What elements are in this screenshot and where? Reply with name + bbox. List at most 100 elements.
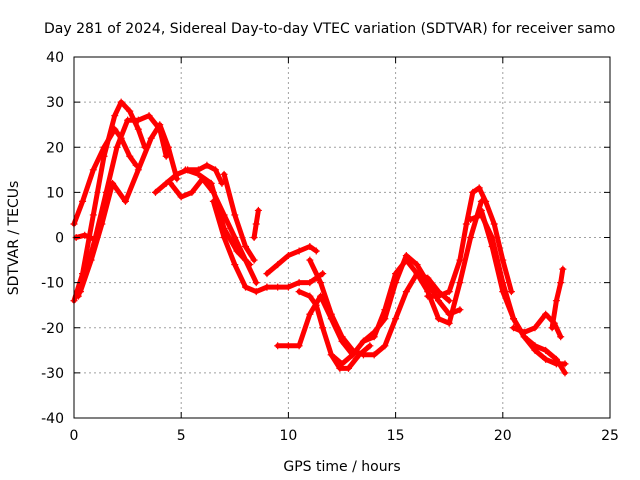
data-point <box>117 98 125 106</box>
data-point <box>477 206 485 214</box>
data-point <box>510 315 518 323</box>
data-point <box>370 351 378 359</box>
series-line <box>221 171 257 263</box>
data-point <box>462 220 470 228</box>
data-point <box>424 279 432 287</box>
data-point <box>220 234 228 241</box>
data-point <box>445 288 453 296</box>
data-point <box>98 220 106 228</box>
data-point <box>531 346 539 354</box>
data-point <box>561 360 569 368</box>
data-point <box>559 265 567 273</box>
y-tick-label: -10 <box>41 276 64 292</box>
data-point <box>134 125 142 133</box>
data-point <box>402 256 410 264</box>
data-point <box>181 166 189 174</box>
data-point <box>250 234 258 241</box>
y-tick-label: 20 <box>46 140 64 156</box>
data-point <box>252 279 260 287</box>
data-point <box>252 220 260 228</box>
series-sat-t <box>467 211 569 377</box>
data-point <box>124 116 132 124</box>
data-point <box>531 324 539 332</box>
data-point <box>490 220 498 228</box>
data-point <box>254 206 262 214</box>
data-point <box>344 364 352 372</box>
data-point <box>312 301 320 309</box>
data-point <box>284 283 292 291</box>
data-point <box>121 197 129 205</box>
data-point <box>381 342 389 350</box>
series-line <box>183 167 253 268</box>
data-point <box>263 283 271 291</box>
series-sat-j <box>220 170 258 264</box>
y-tick-label: -30 <box>41 366 64 382</box>
data-point <box>488 243 496 251</box>
data-point <box>520 328 528 336</box>
data-point <box>250 256 258 264</box>
data-point <box>87 256 95 264</box>
data-point <box>233 247 241 255</box>
data-point <box>134 116 142 124</box>
y-tick-label: 0 <box>55 231 64 247</box>
data-point <box>145 112 153 120</box>
data-point <box>467 215 475 223</box>
data-point <box>147 134 155 142</box>
data-point <box>81 231 89 239</box>
data-point <box>317 279 325 287</box>
data-point <box>109 179 117 187</box>
data-point <box>542 355 550 363</box>
data-point <box>349 351 357 359</box>
data-point <box>166 179 174 187</box>
series-sat-m <box>263 243 320 278</box>
data-point <box>89 211 97 219</box>
data-point <box>552 360 560 368</box>
x-tick-label: 20 <box>494 428 512 444</box>
data-point <box>424 292 432 300</box>
data-point <box>295 342 303 350</box>
data-point <box>542 346 550 354</box>
data-point <box>231 261 239 269</box>
x-tick-label: 10 <box>279 428 297 444</box>
data-point <box>306 310 314 318</box>
series-line <box>210 198 270 295</box>
data-point <box>319 324 327 332</box>
data-point <box>284 342 292 350</box>
data-point <box>510 324 518 332</box>
data-point <box>231 211 239 219</box>
data-point <box>76 288 84 296</box>
data-point <box>456 306 464 314</box>
series-line <box>307 257 452 358</box>
data-point <box>434 292 442 300</box>
x-tick-label: 0 <box>70 428 79 444</box>
data-series-group <box>70 98 569 377</box>
data-point <box>306 256 314 264</box>
data-point <box>381 306 389 314</box>
series-line <box>511 311 564 340</box>
data-point <box>548 324 556 332</box>
data-point <box>177 193 185 201</box>
data-point <box>499 256 507 264</box>
data-point <box>242 243 250 251</box>
data-point <box>359 337 367 345</box>
data-point <box>194 170 202 178</box>
data-point <box>499 288 507 296</box>
data-point <box>392 270 400 278</box>
y-tick-label: -40 <box>41 411 64 427</box>
data-point <box>392 315 400 323</box>
series-line <box>468 212 568 376</box>
data-point <box>100 152 108 160</box>
data-point <box>151 188 159 196</box>
data-point <box>306 243 314 251</box>
data-point <box>306 292 314 300</box>
data-point <box>306 279 314 287</box>
data-point <box>242 283 250 291</box>
data-point <box>252 288 260 296</box>
series-line <box>77 122 180 295</box>
data-point <box>295 247 303 255</box>
series-line <box>549 266 566 331</box>
data-point <box>173 170 181 178</box>
data-point <box>231 234 239 241</box>
data-point <box>111 112 119 120</box>
